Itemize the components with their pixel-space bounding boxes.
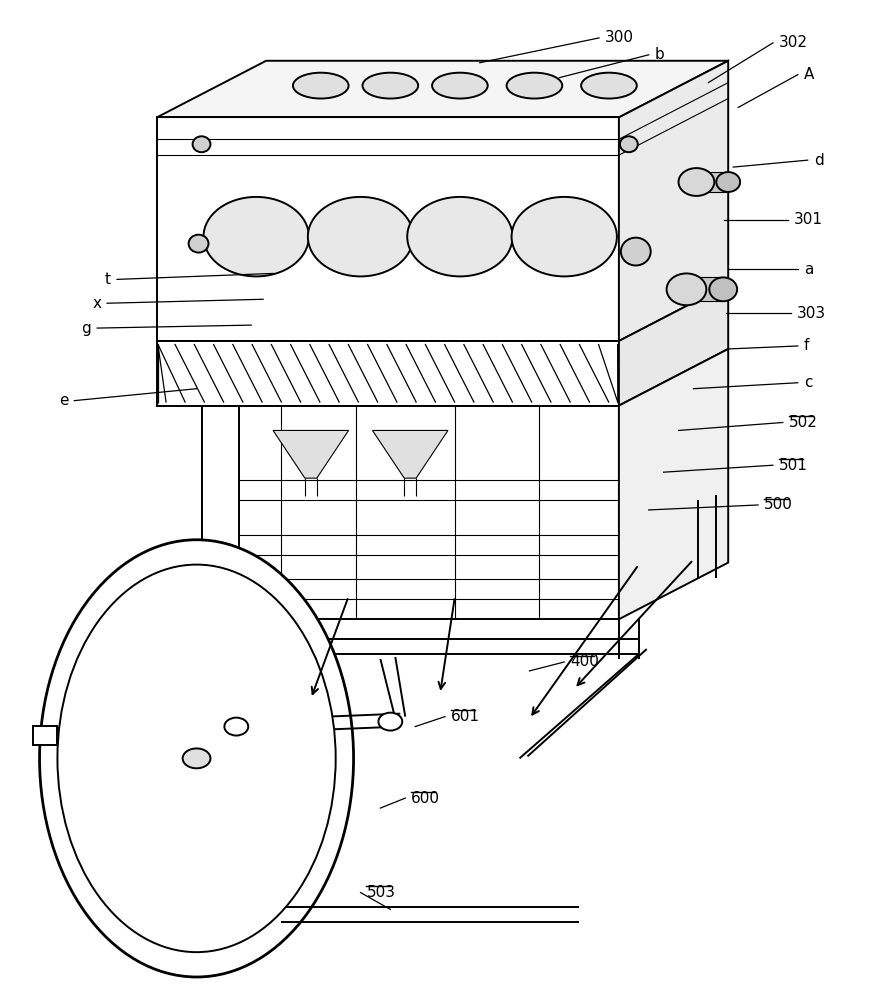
Polygon shape: [201, 406, 239, 659]
Ellipse shape: [58, 565, 335, 952]
Text: 500: 500: [763, 497, 792, 512]
Polygon shape: [618, 284, 727, 406]
Text: 600: 600: [411, 791, 439, 806]
Ellipse shape: [183, 748, 210, 768]
Ellipse shape: [678, 168, 713, 196]
Ellipse shape: [511, 197, 616, 276]
Ellipse shape: [709, 277, 736, 301]
Polygon shape: [618, 349, 727, 619]
Text: 503: 503: [366, 885, 395, 900]
Text: f: f: [803, 338, 808, 353]
Polygon shape: [691, 172, 726, 192]
Ellipse shape: [362, 73, 417, 99]
Polygon shape: [273, 430, 348, 478]
Text: 303: 303: [796, 306, 825, 321]
Ellipse shape: [619, 136, 637, 152]
Ellipse shape: [666, 273, 705, 305]
Text: x: x: [92, 296, 101, 311]
Text: c: c: [803, 375, 812, 390]
Ellipse shape: [224, 718, 248, 736]
Ellipse shape: [307, 197, 413, 276]
Text: 301: 301: [793, 212, 822, 227]
Ellipse shape: [407, 197, 512, 276]
Ellipse shape: [378, 713, 402, 731]
Polygon shape: [372, 430, 447, 478]
Text: 400: 400: [570, 654, 598, 669]
Ellipse shape: [40, 540, 354, 977]
Polygon shape: [618, 61, 727, 341]
Polygon shape: [201, 406, 618, 619]
Polygon shape: [680, 277, 720, 301]
Polygon shape: [157, 117, 618, 341]
Ellipse shape: [431, 73, 487, 99]
Ellipse shape: [203, 197, 308, 276]
Text: 601: 601: [450, 709, 479, 724]
Text: a: a: [803, 262, 812, 277]
Text: d: d: [812, 153, 822, 168]
Ellipse shape: [580, 73, 636, 99]
Text: b: b: [654, 47, 664, 62]
Polygon shape: [157, 61, 727, 117]
Text: 502: 502: [788, 415, 817, 430]
Text: e: e: [58, 393, 68, 408]
Polygon shape: [157, 341, 618, 406]
Ellipse shape: [716, 172, 739, 192]
Ellipse shape: [620, 238, 650, 265]
Ellipse shape: [506, 73, 562, 99]
Ellipse shape: [292, 73, 348, 99]
Text: A: A: [803, 67, 813, 82]
Text: 302: 302: [778, 35, 807, 50]
Polygon shape: [33, 726, 58, 745]
Ellipse shape: [192, 136, 210, 152]
Ellipse shape: [189, 235, 208, 253]
Text: 300: 300: [604, 30, 633, 45]
Text: 501: 501: [778, 458, 807, 473]
Text: t: t: [105, 272, 111, 287]
Text: g: g: [82, 321, 91, 336]
